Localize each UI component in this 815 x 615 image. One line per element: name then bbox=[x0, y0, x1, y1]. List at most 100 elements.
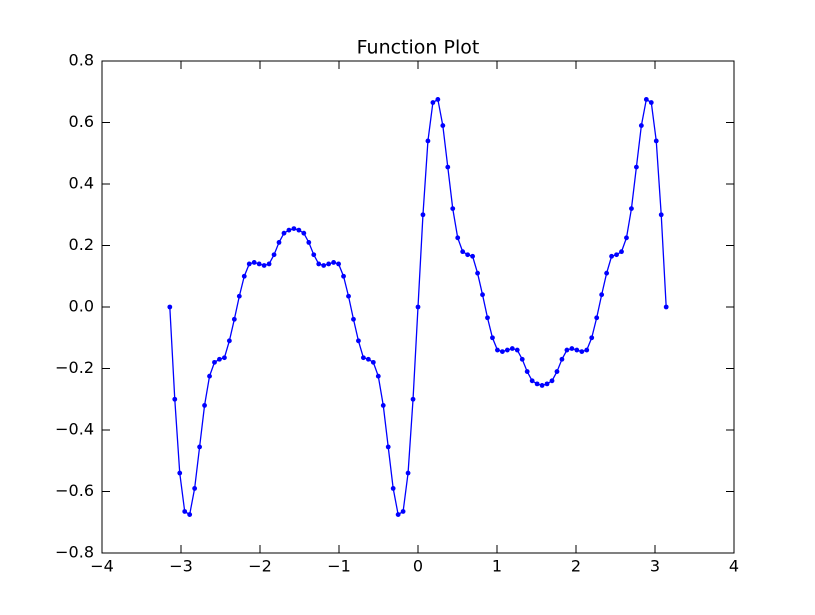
point bbox=[261, 263, 267, 268]
y-tick-label: −0.6 bbox=[55, 481, 94, 500]
y-tick-label: 0.4 bbox=[69, 174, 94, 193]
point bbox=[286, 227, 292, 233]
point bbox=[212, 359, 217, 365]
point bbox=[564, 347, 570, 353]
y-tick-label: 0.8 bbox=[69, 51, 94, 70]
point bbox=[375, 373, 381, 379]
point bbox=[554, 369, 560, 374]
point bbox=[316, 261, 322, 267]
point bbox=[192, 486, 198, 491]
point bbox=[519, 356, 525, 362]
point bbox=[351, 316, 356, 322]
point bbox=[470, 253, 476, 259]
point bbox=[420, 212, 426, 218]
point bbox=[395, 512, 401, 517]
point bbox=[524, 369, 530, 374]
point bbox=[619, 249, 624, 255]
point bbox=[549, 378, 555, 384]
point bbox=[643, 97, 649, 102]
point bbox=[599, 292, 605, 298]
point bbox=[485, 315, 490, 321]
point bbox=[529, 378, 535, 384]
x-tick-label: 4 bbox=[729, 557, 739, 576]
point bbox=[604, 270, 610, 276]
point bbox=[177, 470, 183, 476]
y-tick-label: 0.0 bbox=[69, 297, 94, 316]
point bbox=[435, 97, 441, 102]
point bbox=[465, 252, 471, 258]
x-tick-label: 1 bbox=[492, 557, 502, 576]
point bbox=[480, 292, 485, 298]
point bbox=[499, 349, 505, 354]
point bbox=[509, 346, 515, 351]
point bbox=[653, 138, 659, 144]
x-tick-label: −1 bbox=[327, 557, 351, 576]
point bbox=[440, 123, 446, 128]
point bbox=[574, 347, 580, 353]
point bbox=[346, 293, 351, 299]
x-tick-label: −2 bbox=[248, 557, 272, 576]
point bbox=[256, 261, 262, 267]
point bbox=[410, 396, 416, 402]
point bbox=[182, 509, 188, 514]
y-tick-label: 0.2 bbox=[69, 235, 94, 254]
point bbox=[634, 164, 639, 170]
x-tick-label: 2 bbox=[571, 557, 581, 576]
point bbox=[370, 359, 376, 365]
point bbox=[266, 261, 272, 267]
point bbox=[336, 261, 341, 267]
point bbox=[167, 304, 173, 310]
point bbox=[614, 252, 619, 258]
point bbox=[291, 226, 297, 231]
point bbox=[648, 100, 654, 105]
point bbox=[450, 206, 456, 212]
point bbox=[356, 338, 361, 344]
x-tick-label: 3 bbox=[650, 557, 660, 576]
point bbox=[609, 253, 614, 259]
point bbox=[539, 383, 545, 388]
point bbox=[246, 261, 252, 267]
point bbox=[380, 403, 386, 408]
point bbox=[400, 509, 406, 514]
point bbox=[321, 263, 327, 268]
point bbox=[629, 206, 634, 212]
plot-frame bbox=[101, 60, 735, 554]
point bbox=[281, 230, 287, 236]
point bbox=[589, 335, 595, 341]
point bbox=[326, 261, 332, 267]
x-tick-label: 0 bbox=[413, 557, 423, 576]
point bbox=[365, 356, 371, 362]
point bbox=[390, 486, 396, 491]
point bbox=[306, 240, 312, 245]
x-tick-label: −3 bbox=[169, 557, 193, 576]
point bbox=[559, 356, 565, 362]
point bbox=[207, 373, 212, 379]
point bbox=[202, 403, 207, 408]
point bbox=[415, 304, 421, 310]
point bbox=[276, 240, 282, 245]
point bbox=[331, 260, 337, 265]
y-tick-label: −0.4 bbox=[55, 420, 94, 439]
point bbox=[624, 235, 629, 241]
point bbox=[658, 212, 664, 218]
point bbox=[197, 444, 202, 450]
point bbox=[311, 252, 317, 258]
point bbox=[217, 356, 222, 362]
point bbox=[226, 338, 232, 344]
y-tick-label: −0.8 bbox=[55, 543, 94, 562]
point bbox=[341, 273, 346, 279]
point bbox=[579, 349, 585, 354]
y-tick-label: −0.2 bbox=[55, 358, 94, 377]
point bbox=[172, 396, 178, 402]
point bbox=[405, 470, 411, 476]
point bbox=[460, 249, 466, 255]
point bbox=[360, 355, 366, 361]
point bbox=[236, 293, 242, 299]
point bbox=[514, 347, 520, 353]
point bbox=[301, 230, 307, 236]
point bbox=[475, 270, 480, 276]
chart-title: Function Plot bbox=[357, 37, 480, 59]
point bbox=[569, 346, 575, 351]
